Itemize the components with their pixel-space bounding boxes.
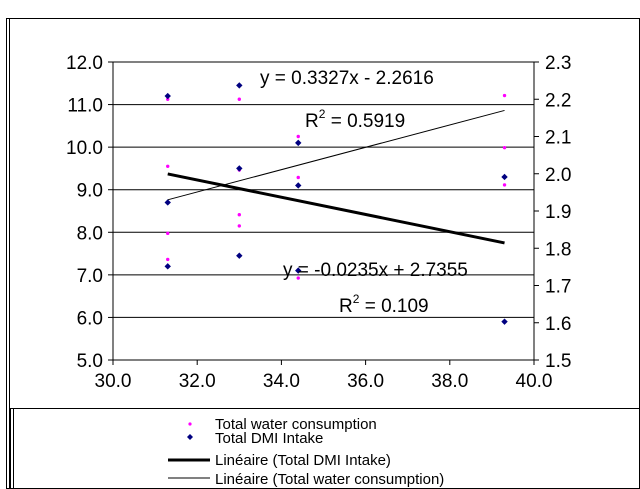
trendline-annotations: y = 0.3327x - 2.2616 R2 = 0.5919 y = -0.… — [260, 68, 468, 317]
annotation-r2-water-value: = 0.5919 — [325, 111, 405, 132]
y-right-tick-label: 2.0 — [545, 165, 571, 186]
legend: Total water consumption Total DMI Intake… — [168, 416, 444, 488]
data-point-dmi — [164, 199, 171, 206]
x-tick-label: 38.0 — [431, 371, 468, 392]
y-left-tick-label: 7.0 — [77, 266, 103, 287]
data-point-water — [296, 175, 300, 180]
annotation-r2-dmi-base: R — [339, 296, 353, 317]
y-right-tick-label: 2.2 — [545, 90, 571, 111]
annotation-r2-water-sup: 2 — [319, 107, 326, 121]
y-left-tick-label: 9.0 — [77, 181, 103, 202]
data-point-water — [296, 276, 300, 280]
data-point-water — [502, 93, 507, 98]
trendlines — [167, 109, 505, 245]
data-point-water — [166, 257, 170, 262]
data-point-water — [166, 231, 170, 236]
data-point-dmi — [236, 252, 243, 259]
data-points — [164, 82, 508, 325]
y-right-tick-label: 1.5 — [545, 351, 571, 372]
trendline — [167, 109, 505, 201]
y-right-tick-label: 1.9 — [545, 202, 571, 223]
data-point-dmi — [501, 318, 508, 325]
data-point-dmi — [295, 267, 302, 274]
data-point-dmi — [164, 263, 171, 270]
annotation-r2-dmi-value: = 0.109 — [359, 296, 428, 317]
data-point-water — [296, 134, 300, 139]
y-right-tick-label: 1.7 — [545, 277, 571, 298]
y-right-tick-label: 2.3 — [545, 53, 571, 74]
data-point-dmi — [236, 82, 243, 89]
data-point-water — [166, 164, 170, 168]
y-right-tick-label: 1.6 — [545, 314, 571, 335]
x-tick-label: 36.0 — [347, 371, 384, 392]
x-tick-label: 32.0 — [179, 371, 216, 392]
x-tick-label: 40.0 — [516, 371, 553, 392]
data-point-water — [237, 97, 241, 101]
data-point-water — [237, 224, 241, 228]
data-point-dmi — [295, 182, 302, 189]
data-point-dmi — [501, 173, 508, 181]
annotation-eq2: y = -0.0235x + 2.7355 — [283, 260, 468, 281]
annotation-r2-water-base: R — [305, 111, 319, 132]
x-tick-label: 30.0 — [95, 371, 132, 392]
annotation-r2-water: R2 = 0.5919 — [305, 107, 405, 132]
data-point-dmi — [164, 92, 171, 100]
data-point-dmi — [236, 165, 243, 172]
legend-label-dmi: Total DMI Intake — [215, 430, 323, 447]
data-point-dmi — [295, 139, 302, 147]
y-left-tick-label: 8.0 — [77, 223, 103, 244]
axes — [108, 61, 539, 365]
annotation-r2-dmi-sup: 2 — [353, 292, 360, 306]
legend-symbol-dmi — [187, 434, 193, 440]
data-point-water — [502, 145, 507, 150]
annotation-r2-dmi: R2 = 0.109 — [339, 292, 429, 317]
x-tick-label: 34.0 — [263, 371, 300, 392]
legend-label-dmi-trend: Linéaire (Total DMI Intake) — [215, 452, 391, 469]
legend-label-water: Total water consumption — [215, 416, 377, 433]
y-left-tick-label: 12.0 — [66, 53, 103, 74]
legend-symbol-water — [188, 422, 192, 426]
y-left-tick-label: 6.0 — [77, 308, 103, 329]
annotation-eq1: y = 0.3327x - 2.2616 — [260, 68, 434, 89]
y-right-tick-label: 2.1 — [545, 128, 571, 149]
gridlines — [113, 104, 534, 318]
trendline — [167, 172, 505, 245]
tick-labels: 5.0 6.0 7.0 8.0 9.0 10.0 11.0 12.0 1.5 1.6 1.7 1.8 1… — [66, 53, 571, 392]
y-left-tick-label: 11.0 — [67, 96, 103, 117]
y-right-tick-label: 1.8 — [545, 239, 571, 260]
data-point-water — [502, 183, 507, 187]
y-left-tick-label: 5.0 — [77, 351, 103, 372]
legend-label-water-trend: Linéaire (Total water consumption) — [215, 471, 444, 488]
y-left-tick-label: 10.0 — [66, 138, 103, 159]
data-point-water — [237, 213, 241, 217]
